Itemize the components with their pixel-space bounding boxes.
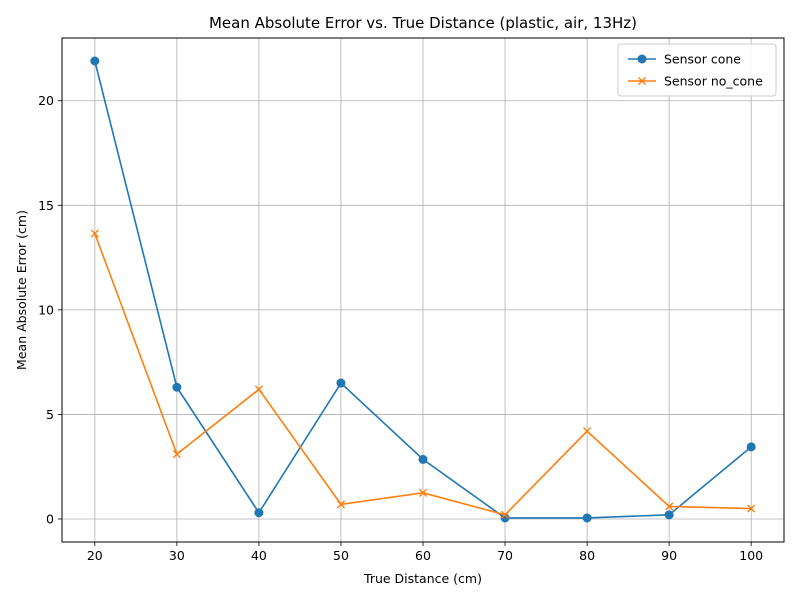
data-point [336,500,346,509]
x-tick-label: 50 [333,548,349,563]
data-point [747,504,756,513]
data-point [664,510,674,520]
legend-marker [637,76,647,86]
legend-item: Sensor cone [628,52,741,67]
data-point [90,229,99,238]
series-1 [90,229,756,519]
data-point [172,382,182,392]
y-tick-label: 0 [46,511,54,526]
x-tick-label: 40 [251,548,267,563]
y-tick-label: 5 [46,407,54,422]
x-tick-label: 100 [739,548,763,563]
x-tick-label: 60 [415,548,431,563]
y-tick-label: 20 [38,93,54,108]
legend-label: Sensor cone [664,52,741,67]
legend-label: Sensor no_cone [664,74,763,89]
plot-frame [61,37,785,543]
data-point [254,508,264,518]
x-tick-label: 90 [661,548,677,563]
data-point [172,450,181,459]
y-tick-label: 10 [38,302,54,317]
chart-title: Mean Absolute Error vs. True Distance (p… [209,14,637,32]
data-point [254,385,264,394]
legend-marker [637,54,647,64]
x-axis-label: True Distance (cm) [363,571,482,586]
grid-lines [62,38,784,542]
legend-item: Sensor no_cone [628,74,763,89]
axis-ticks: 20 30 40 50 60 70 80 90 100 0 5 10 15 20 [38,93,763,563]
data-point [582,427,592,436]
y-axis-label: Mean Absolute Error (cm) [14,210,29,370]
data-point [746,442,756,452]
y-tick-label: 15 [38,198,54,213]
data-point [500,510,510,519]
data-point [665,502,674,511]
data-point [336,378,346,388]
series-layer [90,56,756,523]
legend-box [617,43,777,97]
data-point [418,488,428,497]
data-point [582,513,592,523]
x-tick-label: 70 [497,548,513,563]
legend: Sensor cone Sensor no_cone [617,43,777,97]
x-tick-label: 30 [169,548,185,563]
x-tick-label: 20 [87,548,103,563]
data-point [90,56,100,66]
data-point [418,454,428,464]
x-tick-label: 80 [579,548,595,563]
